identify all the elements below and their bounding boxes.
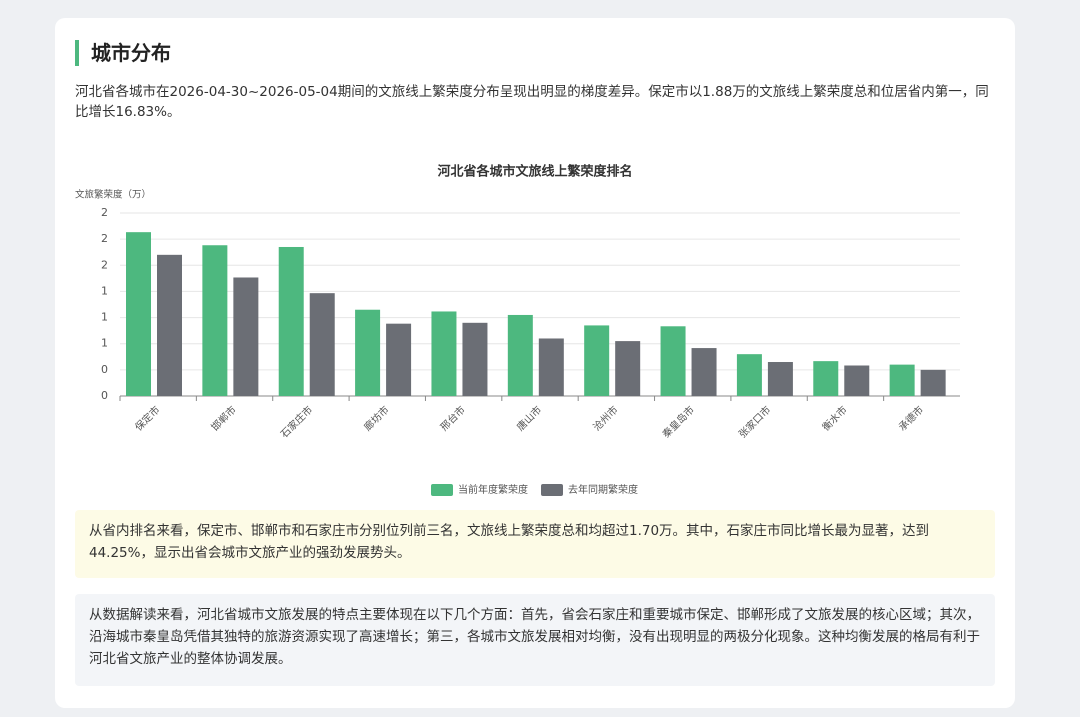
bar: [767, 362, 793, 396]
legend-swatch: [431, 484, 453, 496]
bar: [660, 326, 686, 396]
x-tick-label: 邢台市: [437, 403, 467, 433]
legend-label: 去年同期繁荣度: [568, 483, 638, 496]
y-tick-label: 0: [101, 363, 108, 376]
y-tick-label: 0: [101, 389, 108, 402]
bar: [584, 325, 610, 396]
bar: [844, 365, 870, 396]
bar: [813, 361, 839, 396]
y-tick-label: 2: [101, 258, 108, 271]
bar: [691, 348, 717, 396]
y-tick-label: 1: [101, 337, 108, 350]
card: 城市分布 河北省各城市在2026-04-30~2026-05-04期间的文旅线上…: [55, 18, 1015, 708]
x-tick-label: 沧州市: [590, 403, 620, 433]
x-tick-label: 邯郸市: [208, 403, 238, 433]
note: 从省内排名来看，保定市、邯郸市和石家庄市分别位列前三名，文旅线上繁荣度总和均超过…: [75, 510, 995, 578]
bar: [507, 314, 533, 396]
y-tick-label: 1: [101, 311, 108, 324]
bar: [309, 293, 335, 396]
bar: [278, 246, 304, 396]
legend-swatch: [541, 484, 563, 496]
bar: [615, 341, 641, 396]
y-tick-label: 2: [101, 206, 108, 219]
x-tick-label: 廊坊市: [361, 403, 391, 433]
intro-text: 河北省各城市在2026-04-30~2026-05-04期间的文旅线上繁荣度分布…: [75, 84, 989, 120]
section-title: 城市分布: [75, 40, 171, 66]
bar: [233, 277, 259, 396]
legend-label: 当前年度繁荣度: [458, 483, 528, 496]
bar: [889, 364, 915, 396]
y-tick-label: 1: [101, 284, 108, 297]
bar: [920, 369, 946, 396]
chart: 河北省各城市文旅线上繁荣度排名 文旅繁荣度（万） 0 0 1 1 1 2 2 2 保定市 邯郸市 石…: [75, 164, 960, 496]
bar: [355, 309, 381, 396]
x-tick-label: 保定市: [132, 403, 162, 433]
bar: [736, 354, 762, 396]
x-tick-label: 秦皇岛市: [659, 403, 696, 440]
bar: [538, 338, 564, 396]
bar: [202, 245, 228, 396]
bar: [462, 322, 488, 396]
bar: [157, 254, 182, 396]
bar: [431, 311, 457, 396]
y-axis-label: 文旅繁荣度（万）: [75, 189, 151, 201]
y-tick-label: 2: [101, 232, 108, 245]
x-tick-label: 石家庄市: [278, 403, 315, 440]
bar: [386, 323, 412, 396]
bar: [126, 232, 151, 396]
x-tick-label: 张家口市: [736, 403, 773, 440]
note: 从数据解读来看，河北省城市文旅发展的特点主要体现在以下几个方面：首先，省会石家庄…: [75, 594, 995, 686]
chart-title: 河北省各城市文旅线上繁荣度排名: [437, 164, 632, 180]
x-tick-label: 承德市: [896, 403, 926, 433]
x-tick-label: 唐山市: [514, 403, 544, 433]
x-tick-label: 衡水市: [819, 403, 849, 433]
